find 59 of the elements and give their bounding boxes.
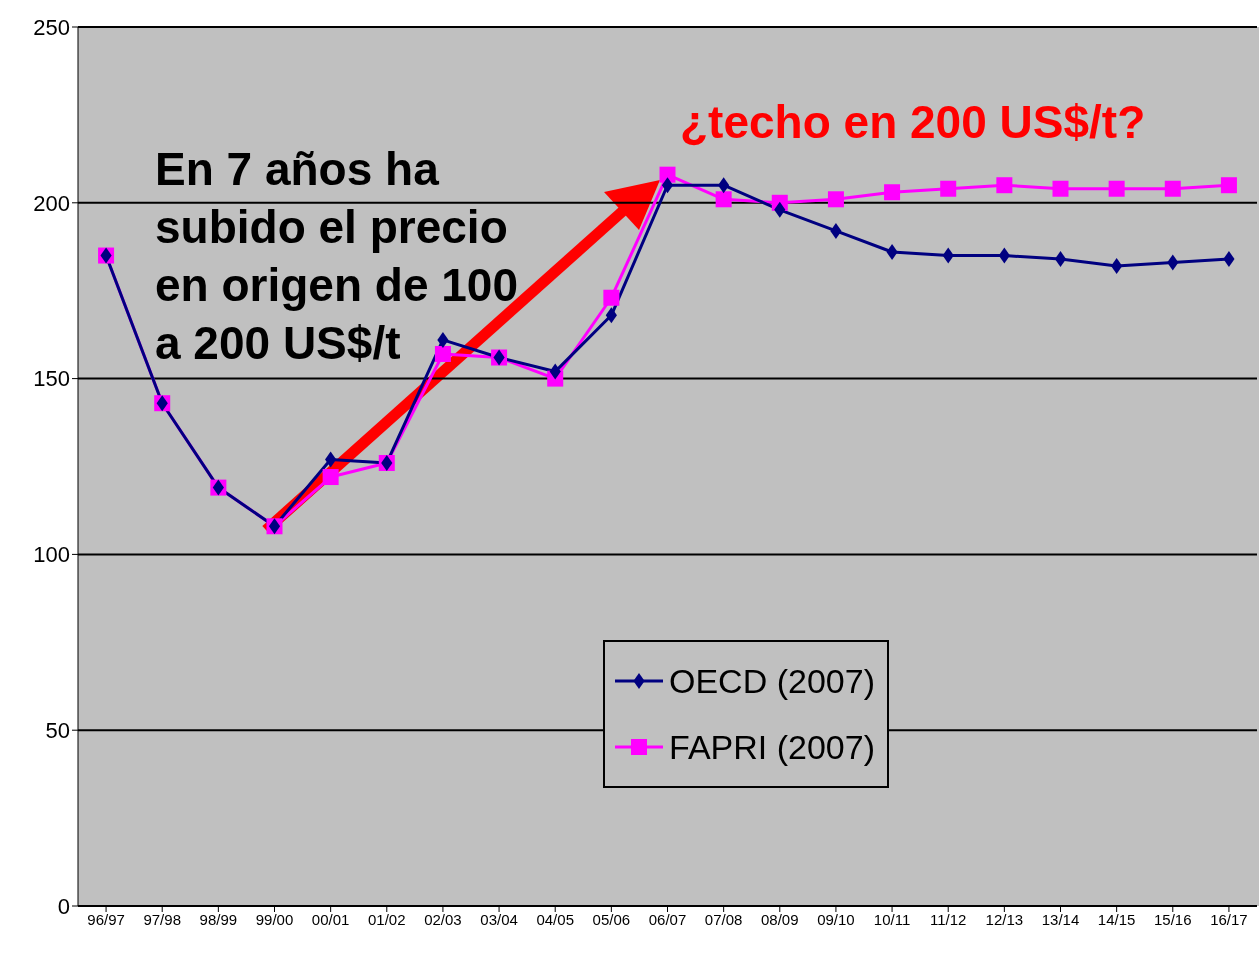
y-tick-label: 200 (33, 190, 70, 216)
point (1220, 177, 1237, 194)
point (659, 166, 676, 183)
x-tick-label: 15/16 (1154, 910, 1192, 928)
y-tick-label: 100 (33, 542, 70, 568)
point (827, 191, 844, 208)
y-tick-label: 50 (45, 718, 70, 744)
y-tick-label: 150 (33, 366, 70, 392)
x-tick-label: 00/01 (311, 910, 350, 928)
x-tick-label: 07/08 (704, 910, 743, 928)
point (886, 244, 898, 261)
point (325, 451, 337, 468)
point (322, 469, 339, 486)
x-tick-label: 03/04 (480, 910, 518, 928)
point (549, 363, 561, 380)
x-tick-label: 02/03 (424, 910, 462, 928)
point (605, 307, 617, 324)
point (1111, 258, 1123, 275)
x-tick-label: 09/10 (817, 910, 855, 928)
annotation: ¿techo en 200 US$/t? (680, 95, 1146, 149)
x-tick-label: 99/00 (255, 910, 294, 928)
point (1052, 180, 1069, 197)
point (434, 345, 451, 362)
point (996, 177, 1013, 194)
point (1054, 251, 1067, 268)
point (1223, 251, 1235, 268)
x-tick-label: 13/14 (1041, 910, 1080, 928)
point (603, 289, 620, 306)
point (437, 331, 449, 348)
point (1108, 180, 1125, 197)
legend-label: FAPRI (2007) (669, 727, 875, 767)
x-tick-label: 04/05 (536, 910, 574, 928)
x-tick-label: 16/17 (1210, 910, 1248, 928)
point (715, 191, 732, 208)
point (661, 177, 674, 194)
x-tick-label: 97/98 (143, 910, 181, 928)
x-tick-label: 12/13 (985, 910, 1024, 928)
x-tick-label: 01/02 (368, 910, 406, 928)
x-tick-label: 10/11 (873, 910, 911, 928)
point (718, 177, 730, 194)
point (940, 180, 957, 197)
point (830, 222, 842, 239)
x-tick-label: 14/15 (1097, 910, 1136, 928)
point (774, 201, 786, 218)
point (1167, 254, 1179, 271)
point (998, 247, 1010, 264)
x-tick-label: 08/09 (761, 910, 799, 928)
point (942, 247, 954, 264)
annotation: En 7 años ha subido el precio en origen de 100 a 200 US$/t (155, 142, 519, 371)
x-tick-label: 98/99 (199, 910, 238, 928)
x-tick-label: 06/07 (648, 910, 687, 928)
legend-label: OECD (2007) (669, 661, 875, 701)
x-tick-label: 96/97 (87, 910, 125, 928)
point (1164, 180, 1181, 197)
x-tick-label: 11/12 (930, 910, 967, 928)
point (884, 184, 901, 201)
y-tick-label: 0 (57, 893, 70, 919)
x-tick-label: 05/06 (592, 910, 631, 928)
y-tick-label: 250 (33, 14, 70, 40)
